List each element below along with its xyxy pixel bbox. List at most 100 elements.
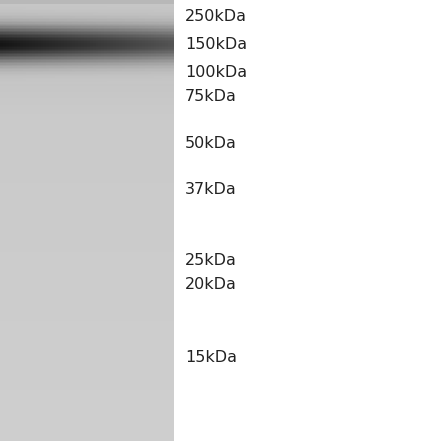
Bar — [58, 60, 61, 62]
Bar — [145, 56, 148, 57]
Bar — [101, 62, 104, 63]
Bar — [58, 74, 61, 75]
Bar — [6, 26, 9, 28]
Bar — [23, 44, 26, 45]
Bar — [6, 57, 9, 59]
Bar — [44, 38, 46, 40]
Bar — [0, 86, 174, 87]
Bar — [0, 35, 174, 36]
Bar — [18, 54, 20, 56]
Bar — [154, 34, 157, 35]
Bar — [125, 41, 128, 43]
Bar — [49, 6, 52, 7]
Bar — [150, 18, 154, 19]
Bar — [136, 52, 139, 53]
Bar — [101, 79, 104, 81]
Bar — [116, 4, 119, 6]
Bar — [142, 56, 145, 57]
Bar — [159, 57, 162, 59]
Bar — [136, 71, 139, 72]
Bar — [157, 10, 159, 12]
Bar — [0, 259, 174, 260]
Bar — [99, 52, 101, 53]
Bar — [11, 16, 15, 18]
Bar — [101, 13, 104, 15]
Bar — [93, 35, 95, 37]
Bar — [35, 31, 38, 32]
Bar — [49, 67, 52, 69]
Bar — [93, 79, 95, 81]
Bar — [93, 6, 95, 7]
Bar — [35, 53, 38, 54]
Bar — [46, 75, 49, 76]
Bar — [101, 28, 104, 30]
Bar — [128, 71, 130, 72]
Bar — [0, 61, 174, 62]
Bar — [119, 62, 121, 63]
Bar — [0, 367, 174, 368]
Bar — [107, 63, 110, 65]
Bar — [87, 28, 90, 30]
Bar — [20, 47, 23, 49]
Bar — [38, 78, 40, 79]
Bar — [81, 7, 84, 9]
Bar — [125, 7, 128, 9]
Bar — [84, 38, 87, 40]
Bar — [139, 31, 142, 32]
Bar — [18, 34, 20, 35]
Bar — [32, 15, 35, 16]
Bar — [64, 56, 66, 57]
Bar — [61, 75, 64, 76]
Bar — [66, 45, 70, 47]
Bar — [110, 19, 113, 21]
Bar — [46, 40, 49, 41]
Bar — [26, 28, 29, 30]
Bar — [32, 6, 35, 7]
Bar — [35, 78, 38, 79]
Bar — [157, 47, 159, 49]
Bar — [0, 187, 174, 189]
Bar — [11, 65, 15, 66]
Bar — [15, 23, 18, 25]
Bar — [23, 6, 26, 7]
Bar — [159, 50, 162, 52]
Bar — [90, 57, 93, 59]
Bar — [29, 12, 32, 13]
Bar — [26, 30, 29, 31]
Bar — [110, 13, 113, 15]
Bar — [29, 76, 32, 78]
Bar — [23, 47, 26, 49]
Bar — [23, 71, 26, 72]
Bar — [119, 4, 121, 6]
Bar — [11, 37, 15, 38]
Bar — [116, 56, 119, 57]
Bar — [38, 23, 40, 25]
Bar — [0, 70, 174, 71]
Bar — [168, 53, 171, 54]
Bar — [139, 62, 142, 63]
Bar — [44, 6, 46, 7]
Bar — [113, 49, 116, 50]
Bar — [171, 13, 174, 15]
Bar — [107, 78, 110, 79]
Bar — [104, 50, 107, 52]
Bar — [95, 81, 99, 82]
Bar — [6, 43, 9, 44]
Bar — [9, 82, 11, 84]
Bar — [78, 35, 81, 37]
Bar — [29, 75, 32, 76]
Bar — [23, 10, 26, 12]
Bar — [0, 311, 174, 312]
Bar — [49, 28, 52, 30]
Bar — [46, 56, 49, 57]
Bar — [165, 52, 168, 53]
Bar — [81, 78, 84, 79]
Bar — [52, 81, 55, 82]
Bar — [121, 44, 125, 45]
Bar — [66, 82, 70, 84]
Bar — [104, 75, 107, 76]
Bar — [11, 13, 15, 15]
Bar — [0, 16, 3, 18]
Bar — [23, 19, 26, 21]
Bar — [150, 75, 154, 76]
